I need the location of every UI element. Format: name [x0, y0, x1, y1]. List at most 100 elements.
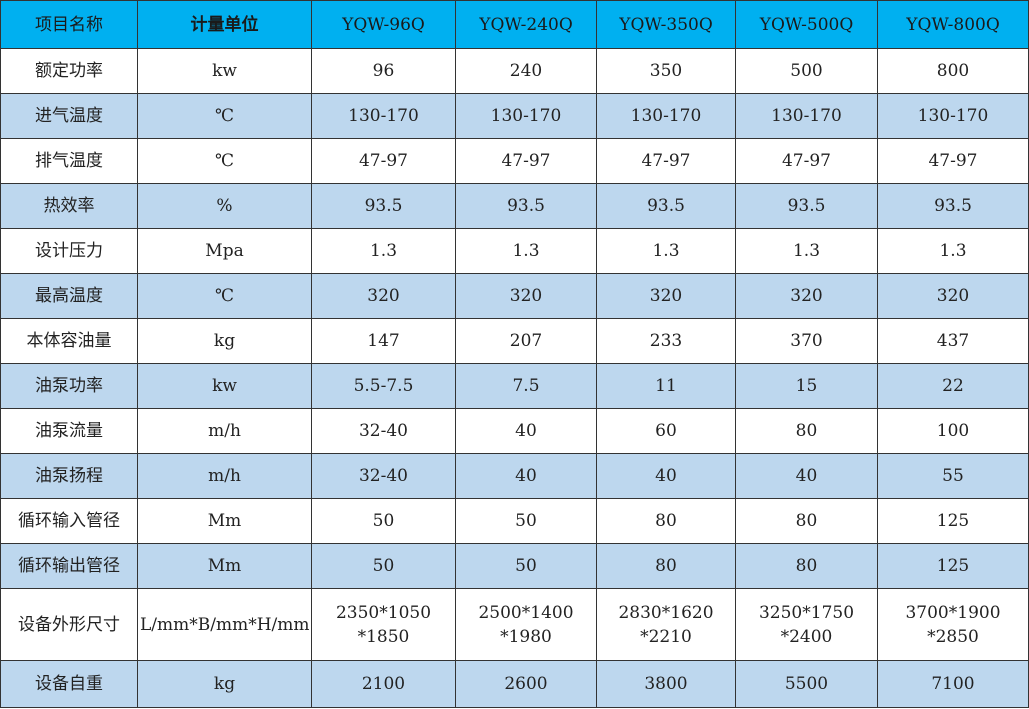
header-cell: YQW-350Q	[596, 0, 736, 49]
data-row: 油泵功率 kw 5.5-7.5 7.5 11 15 22	[0, 363, 1029, 409]
cell: 80	[596, 543, 736, 589]
header-cell: 项目名称	[0, 0, 138, 49]
cell: 22	[877, 363, 1029, 409]
row-label: 设计压力	[0, 228, 138, 274]
data-row: 油泵流量 m/h 32-40 40 60 80 100	[0, 408, 1029, 454]
data-row: 本体容油量 kg 147 207 233 370 437	[0, 318, 1029, 364]
data-row: 热效率% 93.5 93.5 93.5 93.5 93.5	[0, 183, 1029, 229]
row-label: 进气温度	[0, 93, 138, 139]
row-label: 热效率	[0, 183, 138, 229]
cell: 130-170	[311, 93, 456, 139]
row-label: 设备外形尺寸	[0, 588, 138, 661]
header-cell: YQW-500Q	[735, 0, 878, 49]
data-row: 油泵扬程 m/h 32-40 40 40 40 55	[0, 453, 1029, 499]
row-label: 最高温度	[0, 273, 138, 319]
cell: 40	[596, 453, 736, 499]
cell: 5.5-7.5	[311, 363, 456, 409]
data-row: 循环输出管径 Mm 50 50 80 80 125	[0, 543, 1029, 589]
header-cell: YQW-800Q	[877, 0, 1029, 49]
cell: 320	[735, 273, 878, 319]
cell: 125	[877, 498, 1029, 544]
cell: 130-170	[877, 93, 1029, 139]
cell: 55	[877, 453, 1029, 499]
cell: Mpa	[137, 228, 312, 274]
cell: 93.5	[311, 183, 456, 229]
cell: kg	[137, 660, 312, 708]
cell: 3250*1750 *2400	[735, 588, 878, 661]
cell: 50	[311, 498, 456, 544]
cell: 80	[735, 543, 878, 589]
cell: 800	[877, 48, 1029, 94]
row-label: 设备自重	[0, 660, 138, 708]
header-cell: YQW-240Q	[455, 0, 597, 49]
cell: 370	[735, 318, 878, 364]
cell: 320	[877, 273, 1029, 319]
cell: 320	[455, 273, 597, 319]
data-row: 设计压力 Mpa 1.3 1.3 1.3 1.3 1.3	[0, 228, 1029, 274]
cell: 7100	[877, 660, 1029, 708]
data-row: 排气温度 ℃ 47-97 47-97 47-97 47-97 47-97	[0, 138, 1029, 184]
header-cell: 计量单位	[137, 0, 312, 49]
cell: L/mm*B/mm*H/mm	[137, 588, 312, 661]
cell: 96	[311, 48, 456, 94]
data-row: 设备自重 kg 2100 2600 3800 5500 7100	[0, 660, 1029, 708]
cell: m/h	[137, 453, 312, 499]
cell: 350	[596, 48, 736, 94]
header-cell: YQW-96Q	[311, 0, 456, 49]
cell: 40	[735, 453, 878, 499]
cell: 40	[455, 453, 597, 499]
data-row: 最高温度 ℃ 320 320 320 320 320	[0, 273, 1029, 319]
cell: ℃	[137, 93, 312, 139]
cell: 32-40	[311, 408, 456, 454]
cell: 100	[877, 408, 1029, 454]
cell: 147	[311, 318, 456, 364]
cell: 5500	[735, 660, 878, 708]
cell: 47-97	[311, 138, 456, 184]
cell: 40	[455, 408, 597, 454]
cell: 3800	[596, 660, 736, 708]
cell: Mm	[137, 498, 312, 544]
cell: 47-97	[596, 138, 736, 184]
cell: 320	[311, 273, 456, 319]
row-label: 本体容油量	[0, 318, 138, 364]
cell: kg	[137, 318, 312, 364]
cell: 125	[877, 543, 1029, 589]
row-label: 油泵流量	[0, 408, 138, 454]
cell: 93.5	[735, 183, 878, 229]
cell: 500	[735, 48, 878, 94]
cell: 130-170	[455, 93, 597, 139]
cell: 80	[596, 498, 736, 544]
data-row: 循环输入管径 Mm 50 50 80 80 125	[0, 498, 1029, 544]
cell: 1.3	[877, 228, 1029, 274]
cell: 11	[596, 363, 736, 409]
cell: 240	[455, 48, 597, 94]
cell: 93.5	[596, 183, 736, 229]
cell: 320	[596, 273, 736, 319]
row-label: 循环输入管径	[0, 498, 138, 544]
cell: 1.3	[455, 228, 597, 274]
cell: 1.3	[735, 228, 878, 274]
cell: 60	[596, 408, 736, 454]
cell: 2350*1050 *1850	[311, 588, 456, 661]
row-label: 油泵功率	[0, 363, 138, 409]
data-row: 设备外形尺寸 L/mm*B/mm*H/mm 2350*1050 *1850 2500*…	[0, 588, 1029, 661]
cell: 1.3	[311, 228, 456, 274]
row-label: 油泵扬程	[0, 453, 138, 499]
cell: 15	[735, 363, 878, 409]
row-label: 循环输出管径	[0, 543, 138, 589]
cell: 130-170	[596, 93, 736, 139]
row-label: 排气温度	[0, 138, 138, 184]
cell: 47-97	[877, 138, 1029, 184]
cell: 2600	[455, 660, 597, 708]
cell: 2100	[311, 660, 456, 708]
cell: m/h	[137, 408, 312, 454]
cell: 50	[455, 543, 597, 589]
cell: 80	[735, 498, 878, 544]
cell: 80	[735, 408, 878, 454]
cell: 32-40	[311, 453, 456, 499]
cell: 437	[877, 318, 1029, 364]
cell: 130-170	[735, 93, 878, 139]
cell: Mm	[137, 543, 312, 589]
cell: 93.5	[877, 183, 1029, 229]
